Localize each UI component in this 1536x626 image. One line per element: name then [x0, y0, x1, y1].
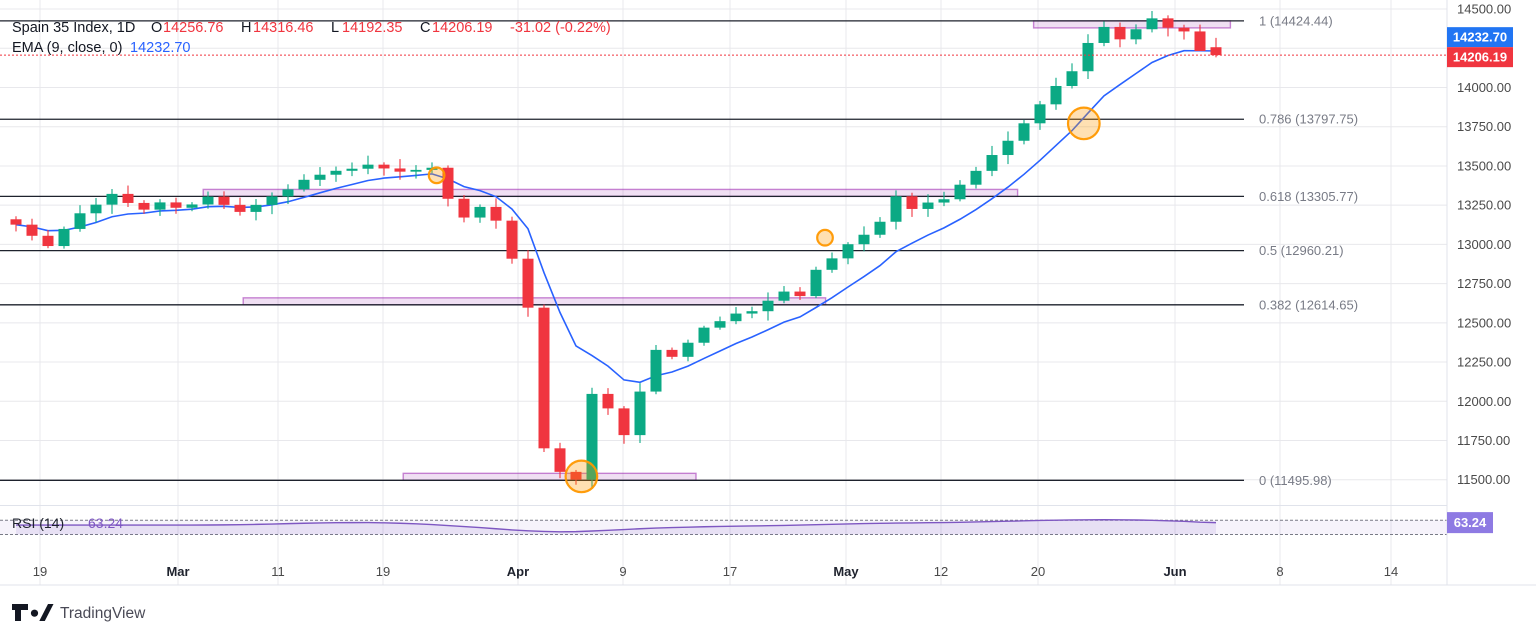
svg-text:Apr: Apr: [507, 564, 529, 579]
svg-text:14316.46: 14316.46: [253, 20, 313, 36]
svg-text:L: L: [331, 20, 339, 36]
svg-text:14206.19: 14206.19: [432, 20, 492, 36]
svg-text:TradingView: TradingView: [60, 605, 146, 622]
svg-text:12750.00: 12750.00: [1457, 276, 1511, 291]
svg-text:Jun: Jun: [1163, 564, 1186, 579]
svg-text:12250.00: 12250.00: [1457, 355, 1511, 370]
svg-text:14232.70: 14232.70: [130, 40, 190, 56]
svg-text:19: 19: [33, 564, 47, 579]
svg-text:-31.02 (-0.22%): -31.02 (-0.22%): [510, 20, 611, 36]
svg-text:O: O: [151, 20, 162, 36]
svg-text:0.618 (13305.77): 0.618 (13305.77): [1259, 189, 1358, 204]
svg-text:14500.00: 14500.00: [1457, 2, 1511, 17]
svg-text:13000.00: 13000.00: [1457, 237, 1511, 252]
svg-text:12: 12: [934, 564, 948, 579]
svg-text:C: C: [420, 20, 430, 36]
svg-text:12000.00: 12000.00: [1457, 394, 1511, 409]
svg-text:13500.00: 13500.00: [1457, 158, 1511, 173]
svg-text:8: 8: [1276, 564, 1283, 579]
svg-text:Mar: Mar: [166, 564, 189, 579]
svg-text:14: 14: [1384, 564, 1398, 579]
svg-text:0 (11495.98): 0 (11495.98): [1259, 473, 1332, 488]
svg-text:Spain 35 Index, 1D: Spain 35 Index, 1D: [12, 20, 135, 36]
svg-text:0.382 (12614.65): 0.382 (12614.65): [1259, 297, 1358, 312]
svg-text:11: 11: [271, 564, 285, 579]
svg-text:14232.70: 14232.70: [1453, 30, 1507, 45]
svg-text:14000.00: 14000.00: [1457, 80, 1511, 95]
svg-text:14206.19: 14206.19: [1453, 50, 1507, 65]
svg-text:EMA (9, close, 0): EMA (9, close, 0): [12, 40, 122, 56]
svg-text:17: 17: [723, 564, 737, 579]
svg-text:14256.76: 14256.76: [163, 20, 223, 36]
svg-text:0.5 (12960.21): 0.5 (12960.21): [1259, 243, 1344, 258]
svg-text:63.24: 63.24: [1454, 515, 1487, 530]
svg-text:H: H: [241, 20, 251, 36]
svg-text:19: 19: [376, 564, 390, 579]
svg-text:20: 20: [1031, 564, 1045, 579]
svg-text:May: May: [833, 564, 859, 579]
svg-text:13750.00: 13750.00: [1457, 119, 1511, 134]
svg-text:1 (14424.44): 1 (14424.44): [1259, 13, 1333, 28]
svg-text:11500.00: 11500.00: [1457, 472, 1510, 487]
svg-text:13250.00: 13250.00: [1457, 198, 1511, 213]
svg-text:63.24: 63.24: [88, 515, 123, 531]
svg-text:12500.00: 12500.00: [1457, 315, 1511, 330]
svg-text:RSI (14): RSI (14): [12, 515, 64, 531]
svg-text:0.786 (13797.75): 0.786 (13797.75): [1259, 112, 1358, 127]
svg-text:11750.00: 11750.00: [1457, 433, 1510, 448]
svg-text:14192.35: 14192.35: [342, 20, 402, 36]
svg-text:9: 9: [619, 564, 626, 579]
